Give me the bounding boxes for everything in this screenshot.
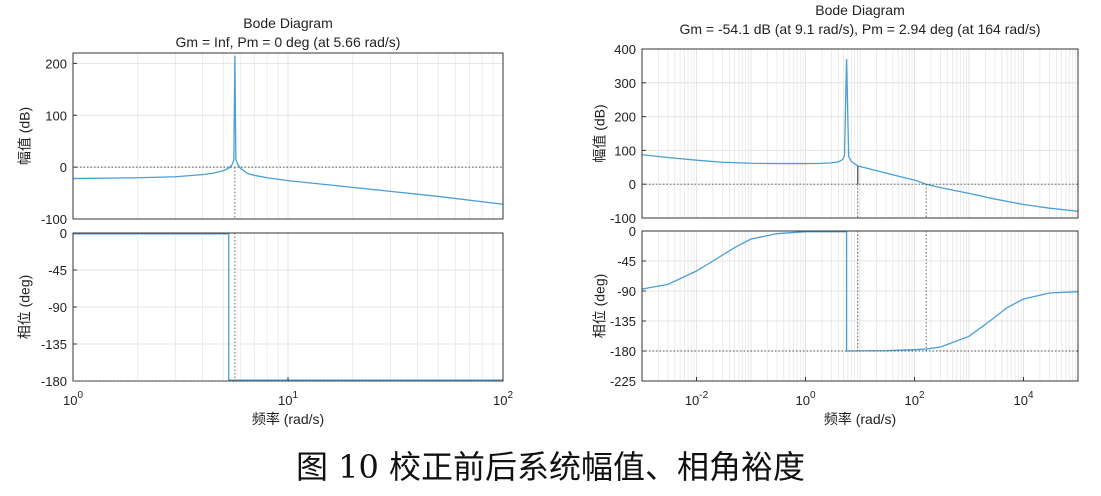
phase-y-axis-label: 相位 (deg) <box>17 275 33 340</box>
chart-subtitle: Gm = -54.1 dB (at 9.1 rad/s), Pm = 2.94 … <box>679 21 1040 37</box>
magnitude-y-tick-label: 200 <box>45 56 67 71</box>
phase-y-tick-label: -180 <box>41 374 67 389</box>
phase-y-tick-label: -45 <box>617 254 636 269</box>
phase-y-tick-label: 0 <box>629 224 636 239</box>
magnitude-axes-frame <box>641 48 1079 219</box>
x-tick-label: 104 <box>1013 390 1033 408</box>
magnitude-y-tick-label: 200 <box>614 110 636 125</box>
phase-y-tick-label: -225 <box>610 374 636 389</box>
x-tick-label: 100 <box>63 390 83 408</box>
x-tick-label: 102 <box>904 390 924 408</box>
chart-title: Bode Diagram <box>815 2 905 18</box>
x-tick-label: 10-2 <box>685 390 709 408</box>
x-tick-label: 100 <box>795 390 815 408</box>
chart-subtitle: Gm = Inf, Pm = 0 deg (at 5.66 rad/s) <box>176 34 401 50</box>
magnitude-y-tick-label: -100 <box>41 212 67 227</box>
x-tick-label: 102 <box>493 390 513 408</box>
magnitude-y-tick-label: -100 <box>610 211 636 226</box>
phase-y-tick-label: -135 <box>41 337 67 352</box>
phase-y-tick-label: -90 <box>617 284 636 299</box>
magnitude-series-line <box>641 59 1079 212</box>
phase-y-axis-label: 相位 (deg) <box>592 274 608 339</box>
bode-figure: Bode Diagram Gm = Inf, Pm = 0 deg (at 5.6… <box>17 2 1079 427</box>
x-tick-label: 101 <box>278 390 298 408</box>
phase-y-tick-label: -90 <box>48 300 67 315</box>
phase-y-tick-label: 0 <box>60 226 67 241</box>
magnitude-series-line <box>72 55 504 205</box>
phase-y-tick-label: -45 <box>48 263 67 278</box>
magnitude-y-axis-label: 幅值 (dB) <box>592 104 608 162</box>
x-axis-label: 频率 (rad/s) <box>252 411 324 427</box>
magnitude-y-tick-label: 0 <box>60 160 67 175</box>
x-axis-label: 频率 (rad/s) <box>824 411 896 427</box>
phase-axes-frame <box>641 230 1079 382</box>
magnitude-y-tick-label: 100 <box>45 108 67 123</box>
phase-y-tick-label: -180 <box>610 344 636 359</box>
chart-title: Bode Diagram <box>243 15 333 31</box>
figure-caption: 图 10 校正前后系统幅值、相角裕度 <box>295 448 806 486</box>
magnitude-y-tick-label: 0 <box>629 177 636 192</box>
magnitude-y-tick-label: 400 <box>614 42 636 57</box>
phase-series-line <box>73 233 503 381</box>
phase-y-tick-label: -135 <box>610 314 636 329</box>
magnitude-y-tick-label: 300 <box>614 76 636 91</box>
magnitude-y-tick-label: 100 <box>614 143 636 158</box>
magnitude-y-axis-label: 幅值 (dB) <box>17 107 33 165</box>
magnitude-axes-frame <box>72 52 504 220</box>
